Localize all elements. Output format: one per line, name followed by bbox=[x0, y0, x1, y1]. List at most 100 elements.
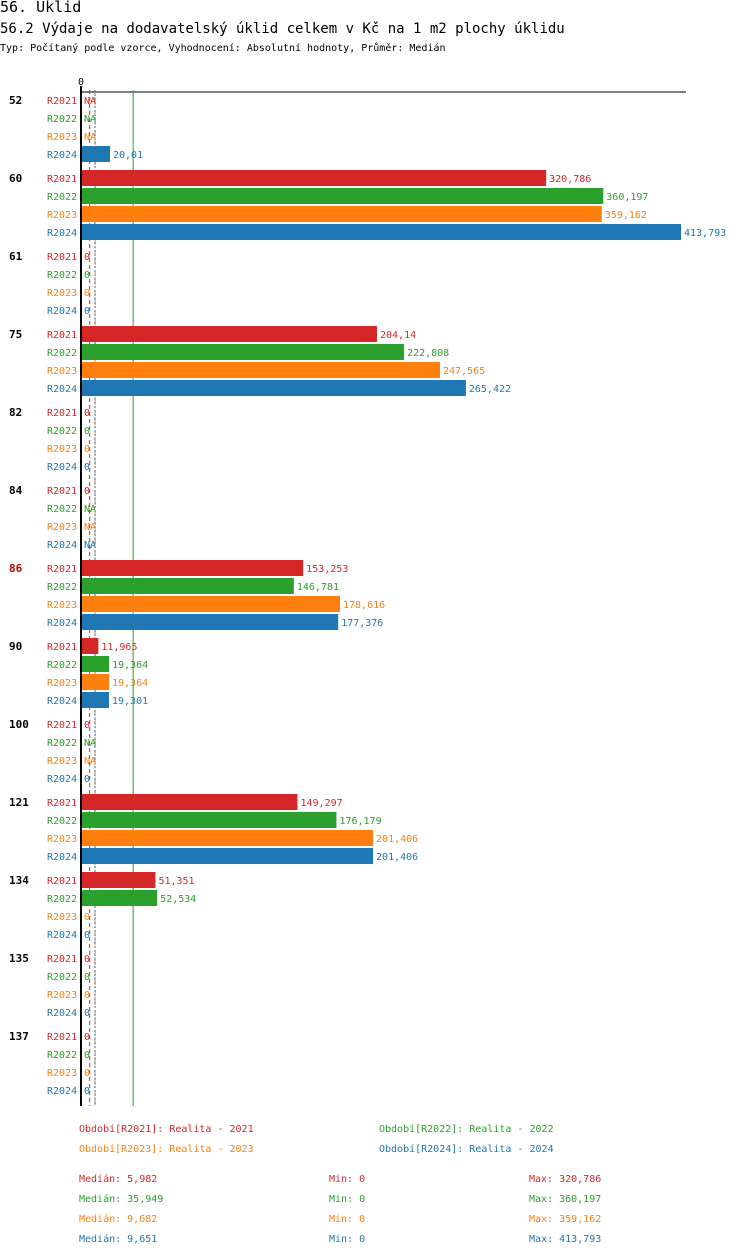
series-label-R2024: R2024 bbox=[47, 930, 77, 941]
data-label-100-R2021: 0 bbox=[84, 720, 90, 731]
series-label-R2021: R2021 bbox=[47, 486, 77, 497]
group-label-90: 90 bbox=[9, 640, 22, 653]
group-label-61: 61 bbox=[9, 250, 23, 263]
series-label-R2024: R2024 bbox=[47, 1008, 77, 1019]
series-label-R2021: R2021 bbox=[47, 174, 77, 185]
series-label-R2023: R2023 bbox=[47, 288, 77, 299]
bar-86-R2024 bbox=[81, 614, 339, 630]
data-label-61-R2023: 0 bbox=[84, 288, 90, 299]
series-label-R2021: R2021 bbox=[47, 330, 77, 341]
bar-90-R2021 bbox=[81, 638, 99, 654]
data-label-61-R2022: 0 bbox=[84, 270, 90, 281]
series-label-R2024: R2024 bbox=[47, 384, 77, 395]
data-label-75-R2024: 265,422 bbox=[469, 384, 511, 395]
data-label-90-R2022: 19,364 bbox=[112, 660, 148, 671]
group-label-135: 135 bbox=[9, 952, 29, 965]
stat-median-R2023: Medián: 9,682 bbox=[79, 1213, 157, 1225]
data-label-90-R2021: 11,965 bbox=[101, 642, 137, 653]
data-label-82-R2023: 0 bbox=[84, 444, 90, 455]
data-label-82-R2024: 0 bbox=[84, 462, 90, 473]
group-label-86: 86 bbox=[9, 562, 23, 575]
data-label-100-R2022: NA bbox=[84, 738, 96, 749]
bar-60-R2023 bbox=[81, 206, 602, 222]
group-label-84: 84 bbox=[9, 484, 23, 497]
bar-86-R2023 bbox=[81, 596, 340, 612]
series-label-R2024: R2024 bbox=[47, 1086, 77, 1097]
group-label-137: 137 bbox=[9, 1030, 29, 1043]
data-label-86-R2024: 177,376 bbox=[341, 618, 383, 629]
bar-121-R2024 bbox=[81, 848, 374, 864]
data-label-84-R2024: NA bbox=[84, 540, 96, 551]
data-label-86-R2022: 146,781 bbox=[297, 582, 339, 593]
stat-max-R2024: Max: 413,793 bbox=[529, 1234, 601, 1245]
series-label-R2021: R2021 bbox=[47, 876, 77, 887]
group-label-60: 60 bbox=[9, 172, 22, 185]
series-label-R2021: R2021 bbox=[47, 252, 77, 263]
series-label-R2023: R2023 bbox=[47, 756, 77, 767]
series-label-R2024: R2024 bbox=[47, 540, 77, 551]
data-label-84-R2022: NA bbox=[84, 504, 96, 515]
data-label-60-R2023: 359,162 bbox=[605, 210, 647, 221]
group-label-134: 134 bbox=[9, 874, 29, 887]
data-label-100-R2023: NA bbox=[84, 756, 96, 767]
series-label-R2024: R2024 bbox=[47, 696, 77, 707]
data-label-135-R2022: 0 bbox=[84, 972, 90, 983]
bar-134-R2022 bbox=[81, 890, 158, 906]
bar-121-R2023 bbox=[81, 830, 374, 846]
legend-and-stats: Období[R2021]: Realita - 2021 Období[R202… bbox=[79, 1123, 601, 1245]
bar-60-R2021 bbox=[81, 170, 547, 186]
labels-layer: 0 52 R2021 NA R2022 NA R2023 NA R2024 20,01 60 R202… bbox=[9, 77, 726, 1106]
bars-layer bbox=[81, 146, 681, 906]
group-label-52: 52 bbox=[9, 94, 22, 107]
series-label-R2022: R2022 bbox=[47, 738, 77, 749]
bar-75-R2023 bbox=[81, 362, 440, 378]
data-label-137-R2023: 0 bbox=[84, 1068, 90, 1079]
data-label-134-R2022: 52,534 bbox=[160, 894, 196, 905]
series-label-R2021: R2021 bbox=[47, 642, 77, 653]
stat-min-R2024: Min: 0 bbox=[329, 1234, 365, 1245]
data-label-86-R2023: 178,616 bbox=[343, 600, 385, 611]
data-label-52-R2021: NA bbox=[84, 96, 96, 107]
data-label-86-R2021: 153,253 bbox=[306, 564, 348, 575]
series-label-R2023: R2023 bbox=[47, 444, 77, 455]
bar-134-R2021 bbox=[81, 872, 156, 888]
series-label-R2022: R2022 bbox=[47, 582, 77, 593]
series-label-R2023: R2023 bbox=[47, 522, 77, 533]
group-label-82: 82 bbox=[9, 406, 22, 419]
series-label-R2021: R2021 bbox=[47, 408, 77, 419]
data-label-52-R2022: NA bbox=[84, 114, 96, 125]
x-axis-zero-label: 0 bbox=[78, 77, 84, 88]
group-label-75: 75 bbox=[9, 328, 22, 341]
series-label-R2022: R2022 bbox=[47, 348, 77, 359]
series-label-R2023: R2023 bbox=[47, 210, 77, 221]
data-label-121-R2023: 201,406 bbox=[376, 834, 418, 845]
series-label-R2021: R2021 bbox=[47, 1032, 77, 1043]
series-label-R2022: R2022 bbox=[47, 816, 77, 827]
data-label-135-R2023: 0 bbox=[84, 990, 90, 1001]
series-label-R2024: R2024 bbox=[47, 306, 77, 317]
chart-type-line: Typ: Počítaný podle vzorce, Vyhodnocení:… bbox=[0, 43, 446, 54]
bar-75-R2022 bbox=[81, 344, 405, 360]
series-label-R2022: R2022 bbox=[47, 270, 77, 281]
bar-90-R2024 bbox=[81, 692, 109, 708]
stat-median-R2022: Medián: 35,949 bbox=[79, 1193, 163, 1205]
data-label-100-R2024: 0 bbox=[84, 774, 90, 785]
data-label-75-R2023: 247,565 bbox=[443, 366, 485, 377]
group-label-121: 121 bbox=[9, 796, 29, 809]
series-label-R2022: R2022 bbox=[47, 660, 77, 671]
bar-90-R2022 bbox=[81, 656, 110, 672]
legend-entry-R2024: Období[R2024]: Realita - 2024 bbox=[379, 1143, 554, 1155]
chart-subtitle: 56.2 Výdaje na dodavatelský úklid celkem… bbox=[0, 21, 565, 37]
series-label-R2023: R2023 bbox=[47, 834, 77, 845]
data-label-75-R2022: 222,808 bbox=[407, 348, 449, 359]
stat-min-R2021: Min: 0 bbox=[329, 1174, 365, 1185]
series-label-R2024: R2024 bbox=[47, 774, 77, 785]
series-label-R2022: R2022 bbox=[47, 192, 77, 203]
bar-52-R2024 bbox=[81, 146, 111, 162]
series-label-R2024: R2024 bbox=[47, 150, 77, 161]
series-label-R2022: R2022 bbox=[47, 1050, 77, 1061]
series-label-R2021: R2021 bbox=[47, 564, 77, 575]
bar-75-R2021 bbox=[81, 326, 378, 342]
series-label-R2021: R2021 bbox=[47, 96, 77, 107]
